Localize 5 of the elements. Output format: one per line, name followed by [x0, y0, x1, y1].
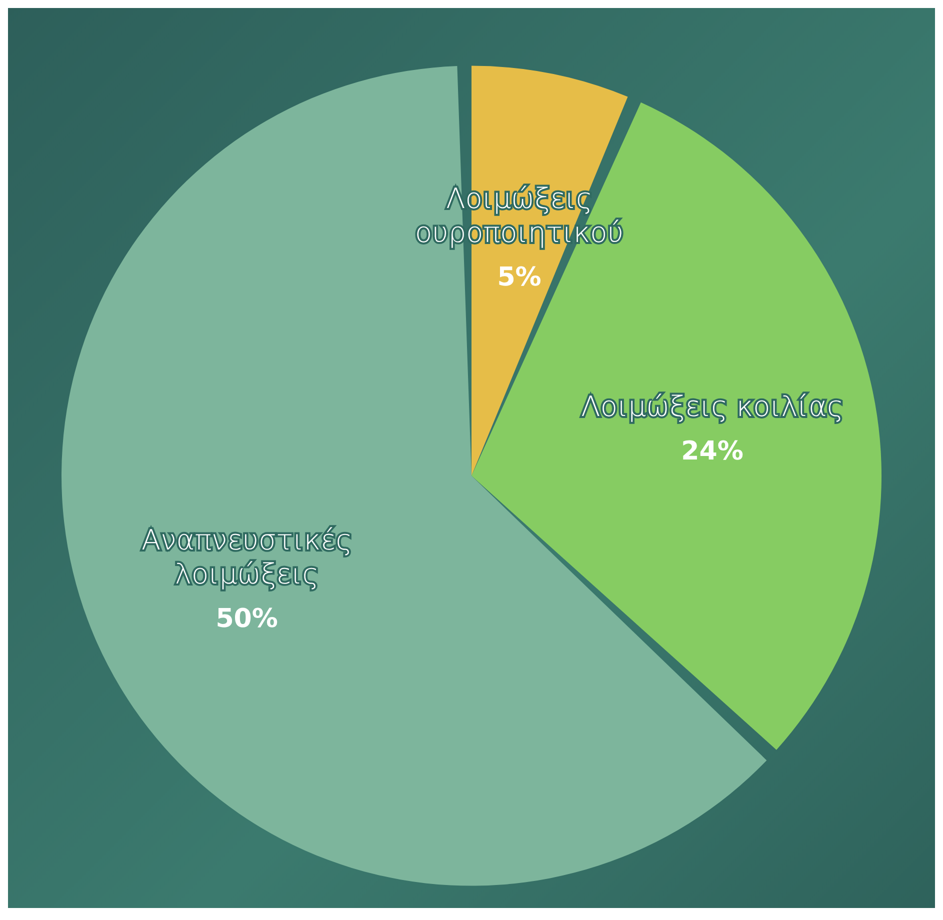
slice-label: Αναπνευστικές λοιμώξεις: [141, 524, 352, 591]
data-label: 24%: [681, 436, 744, 467]
data-label: 50%: [216, 604, 278, 634]
data-label: 5%: [497, 262, 542, 293]
slice-label: Λοιμώξεις κοιλίας: [581, 390, 844, 424]
